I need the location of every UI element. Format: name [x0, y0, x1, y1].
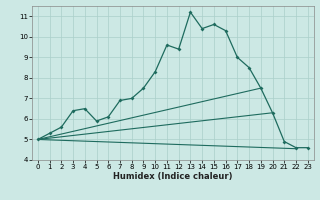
X-axis label: Humidex (Indice chaleur): Humidex (Indice chaleur): [113, 172, 233, 181]
